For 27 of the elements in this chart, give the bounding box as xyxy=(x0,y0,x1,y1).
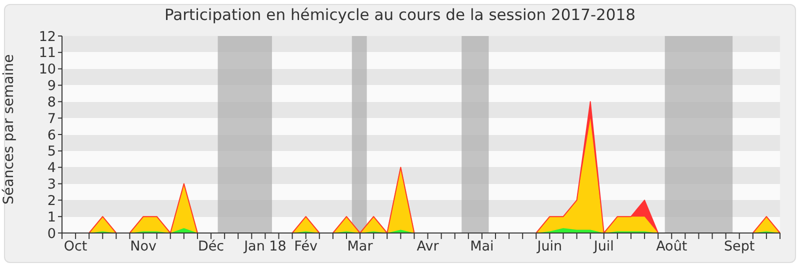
x-tick-label: Jan 18 xyxy=(243,238,286,255)
x-tick-label: Juin xyxy=(536,238,562,255)
x-tick-label: Juil xyxy=(592,238,614,255)
y-tick-label: 8 xyxy=(47,94,56,110)
x-tick-label: Août xyxy=(656,238,688,255)
y-tick-label: 6 xyxy=(47,127,56,144)
y-tick-label: 3 xyxy=(47,176,56,193)
x-tick-label: Avr xyxy=(416,238,440,255)
x-tick-label: Mai xyxy=(470,238,494,255)
x-tick-label: Sept xyxy=(724,238,755,255)
y-tick-label: 5 xyxy=(47,144,56,160)
chart-title: Participation en hémicycle au cours de la session 2017-2018 xyxy=(163,6,636,24)
x-tick-label: Oct xyxy=(64,238,88,255)
y-tick-label: 2 xyxy=(47,192,56,209)
y-tick-label: 7 xyxy=(47,110,56,127)
y-tick-label: 10 xyxy=(38,62,56,78)
y-tick-label: 4 xyxy=(47,160,56,176)
y-tick-label: 0 xyxy=(47,226,56,242)
y-tick-label: 11 xyxy=(38,45,56,62)
x-tick-label: Nov xyxy=(130,238,156,255)
y-tick-label: 12 xyxy=(38,28,56,45)
y-tick-label: 1 xyxy=(47,209,56,226)
y-tick-label: 9 xyxy=(47,78,56,94)
y-axis-title: Séances par semaine xyxy=(0,54,17,204)
x-tick-label: Mar xyxy=(347,238,374,255)
x-tick-label: Déc xyxy=(198,238,224,255)
x-tick-label: Fév xyxy=(294,238,318,255)
